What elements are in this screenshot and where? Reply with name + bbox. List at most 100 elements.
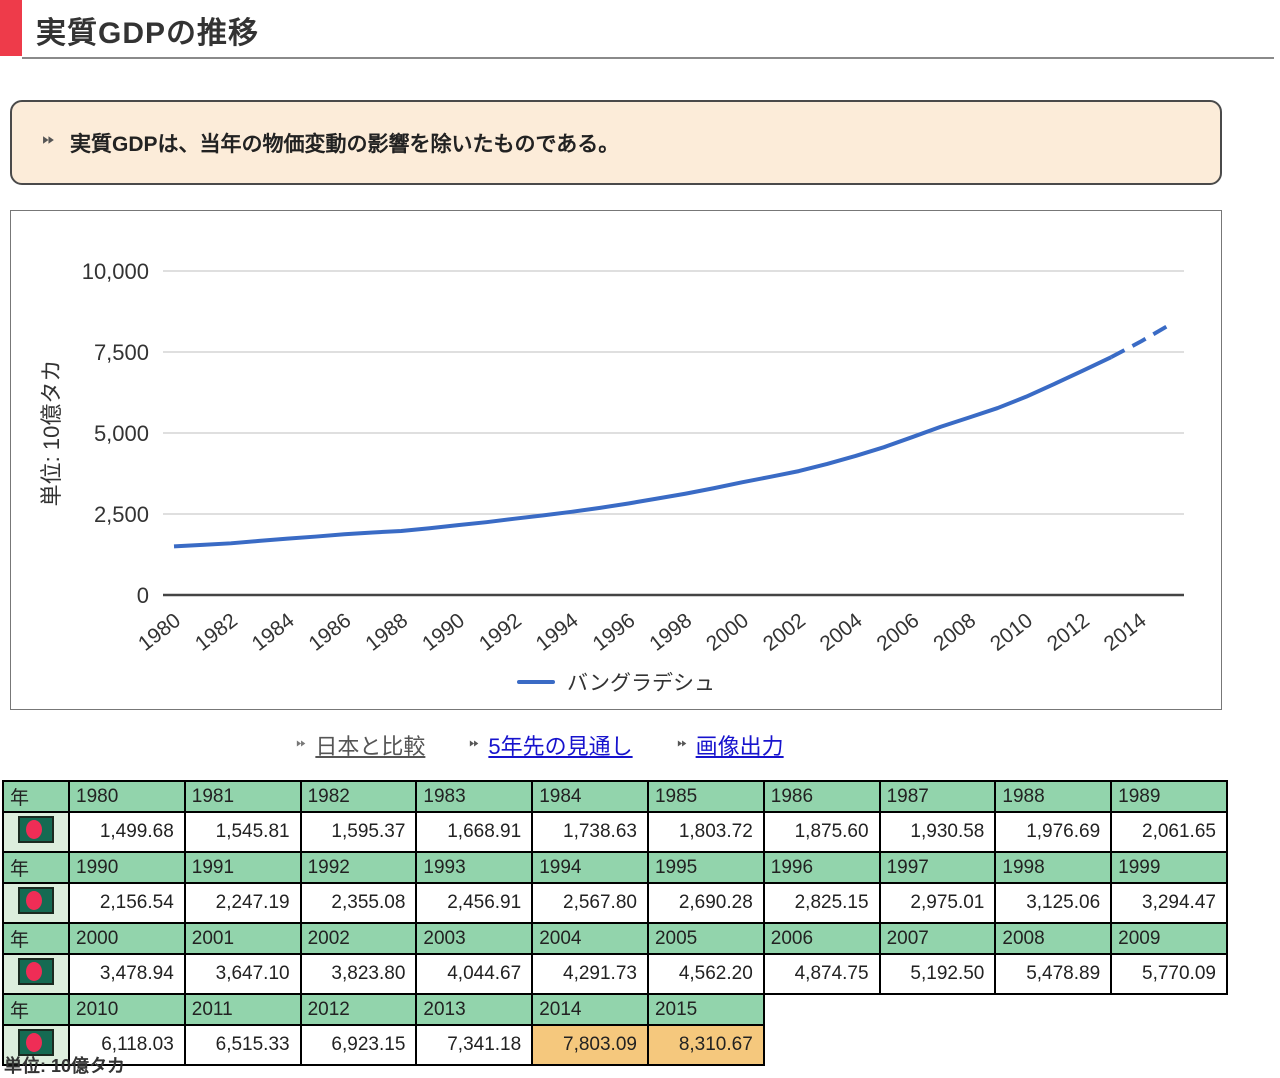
note-box: 実質GDPは、当年の物価変動の影響を除いたものである。 bbox=[10, 100, 1222, 185]
arrow-bullet-icon bbox=[42, 133, 56, 152]
value-cell: 1,668.91 bbox=[415, 811, 534, 853]
title-accent-bar bbox=[0, 0, 22, 56]
value-cell: 1,875.60 bbox=[762, 811, 881, 853]
year-row-header: 年 bbox=[2, 851, 70, 884]
year-header-cell: 1984 bbox=[531, 780, 649, 813]
value-cell: 3,647.10 bbox=[183, 953, 302, 995]
value-cell: 7,341.18 bbox=[415, 1024, 534, 1066]
link-item-compare-japan: 日本と比較 bbox=[296, 729, 425, 761]
value-cell: 5,770.09 bbox=[1110, 953, 1228, 995]
year-header-cell: 1999 bbox=[1110, 851, 1228, 884]
svg-text:1986: 1986 bbox=[305, 609, 356, 656]
links-row: 日本と比較 5年先の見通し 画像出力 bbox=[0, 729, 1080, 761]
value-cell: 6,118.03 bbox=[68, 1024, 186, 1066]
value-row: 6,118.03 6,515.33 6,923.15 7,341.18 7,803.09… bbox=[2, 1024, 1227, 1066]
svg-text:1994: 1994 bbox=[532, 609, 583, 656]
svg-text:1998: 1998 bbox=[645, 609, 696, 656]
value-cell: 3,478.94 bbox=[68, 953, 186, 995]
link-compare-japan[interactable]: 日本と比較 bbox=[315, 734, 426, 759]
gdp-line-chart: 0 2,500 5,000 7,500 10,000 単位: 10億タカ 1980 1982 1… bbox=[10, 210, 1222, 710]
value-cell-forecast: 7,803.09 bbox=[531, 1024, 649, 1066]
svg-text:1984: 1984 bbox=[248, 609, 299, 656]
svg-text:2006: 2006 bbox=[873, 609, 924, 656]
year-header-row: 年 1990 1991 1992 1993 1994 1995 1996 1997 1998 199… bbox=[2, 851, 1228, 884]
svg-text:1992: 1992 bbox=[475, 609, 526, 656]
flag-cell bbox=[2, 1024, 70, 1066]
value-cell: 1,499.68 bbox=[68, 811, 186, 853]
value-cell: 4,562.20 bbox=[646, 953, 765, 995]
svg-text:2012: 2012 bbox=[1043, 609, 1094, 656]
year-header-cell: 2014 bbox=[531, 993, 649, 1026]
link-item-image-export: 画像出力 bbox=[677, 729, 784, 761]
flag-cell bbox=[2, 953, 70, 995]
svg-text:1990: 1990 bbox=[418, 609, 469, 656]
flag-cell bbox=[2, 882, 70, 924]
year-header-cell: 1993 bbox=[415, 851, 534, 884]
year-header-cell: 2000 bbox=[68, 922, 186, 955]
year-header-row: 年 2010 2011 2012 2013 2014 2015 bbox=[2, 993, 1227, 1026]
svg-text:2004: 2004 bbox=[816, 609, 867, 656]
svg-text:10,000: 10,000 bbox=[82, 259, 149, 284]
link-image-export[interactable]: 画像出力 bbox=[695, 734, 784, 759]
svg-text:1980: 1980 bbox=[134, 609, 185, 656]
year-header-cell: 2005 bbox=[646, 922, 765, 955]
year-header-cell: 2001 bbox=[183, 922, 302, 955]
svg-text:7,500: 7,500 bbox=[94, 340, 149, 365]
bangladesh-flag-icon bbox=[18, 957, 54, 985]
year-header-cell: 1989 bbox=[1110, 780, 1228, 813]
year-header-cell: 1982 bbox=[299, 780, 418, 813]
value-cell: 2,247.19 bbox=[183, 882, 302, 924]
value-cell: 5,192.50 bbox=[878, 953, 997, 995]
year-header-cell: 2004 bbox=[531, 922, 649, 955]
year-header-cell: 2011 bbox=[183, 993, 302, 1026]
legend-label: バングラデシュ bbox=[566, 672, 716, 695]
value-cell: 2,456.91 bbox=[415, 882, 534, 924]
value-cell: 2,975.01 bbox=[878, 882, 997, 924]
value-cell: 1,595.37 bbox=[299, 811, 418, 853]
year-header-cell: 2015 bbox=[646, 993, 765, 1026]
value-row: 3,478.94 3,647.10 3,823.80 4,044.67 4,291.73… bbox=[2, 953, 1228, 995]
year-header-row: 年 1980 1981 1982 1983 1984 1985 1986 1987 1988 198… bbox=[2, 780, 1228, 813]
value-cell: 3,125.06 bbox=[994, 882, 1113, 924]
bangladesh-flag-icon bbox=[18, 1028, 54, 1056]
arrow-bullet-icon bbox=[296, 736, 307, 754]
value-row: 2,156.54 2,247.19 2,355.08 2,456.91 2,567.80… bbox=[2, 882, 1228, 924]
bangladesh-flag-icon bbox=[18, 815, 54, 843]
year-header-cell: 1994 bbox=[531, 851, 649, 884]
value-cell: 1,803.72 bbox=[646, 811, 765, 853]
year-header-cell: 1996 bbox=[762, 851, 881, 884]
year-header-cell: 1983 bbox=[415, 780, 534, 813]
link-item-5year-outlook: 5年先の見通し bbox=[469, 729, 633, 761]
value-cell: 1,738.63 bbox=[531, 811, 649, 853]
svg-text:2,500: 2,500 bbox=[94, 502, 149, 527]
value-cell: 2,061.65 bbox=[1110, 811, 1228, 853]
year-row-header: 年 bbox=[2, 780, 70, 813]
year-header-cell: 1998 bbox=[994, 851, 1113, 884]
value-cell-forecast: 8,310.67 bbox=[646, 1024, 765, 1066]
year-header-cell: 1985 bbox=[646, 780, 765, 813]
value-cell: 2,825.15 bbox=[762, 882, 881, 924]
year-row-header: 年 bbox=[2, 922, 70, 955]
svg-text:2002: 2002 bbox=[759, 609, 810, 656]
svg-text:5,000: 5,000 bbox=[94, 421, 149, 446]
flag-cell bbox=[2, 811, 70, 853]
year-header-cell: 2003 bbox=[415, 922, 534, 955]
note-text: 実質GDPは、当年の物価変動の影響を除いたものである。 bbox=[70, 132, 620, 156]
value-cell: 6,923.15 bbox=[299, 1024, 418, 1066]
year-header-cell: 2002 bbox=[299, 922, 418, 955]
year-header-cell: 1991 bbox=[183, 851, 302, 884]
value-row: 1,499.68 1,545.81 1,595.37 1,668.91 1,738.63… bbox=[2, 811, 1228, 853]
year-header-cell: 1988 bbox=[994, 780, 1113, 813]
value-cell: 2,690.28 bbox=[646, 882, 765, 924]
year-header-cell: 1980 bbox=[68, 780, 186, 813]
value-cell: 4,291.73 bbox=[531, 953, 649, 995]
year-header-cell: 1995 bbox=[646, 851, 765, 884]
year-header-cell: 1990 bbox=[68, 851, 186, 884]
value-cell: 1,976.69 bbox=[994, 811, 1113, 853]
legend-line-swatch bbox=[516, 680, 555, 684]
value-cell: 5,478.89 bbox=[994, 953, 1113, 995]
link-5year-outlook[interactable]: 5年先の見通し bbox=[488, 734, 633, 759]
svg-text:2000: 2000 bbox=[702, 609, 753, 656]
